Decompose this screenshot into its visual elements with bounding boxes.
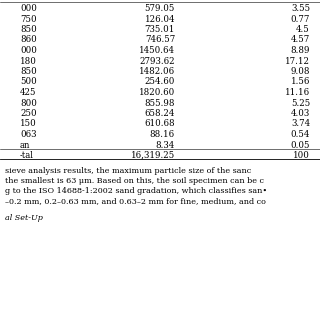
Text: 746.57: 746.57 — [145, 36, 175, 44]
Text: 063: 063 — [20, 130, 36, 139]
Text: 4.03: 4.03 — [291, 109, 310, 118]
Text: 0.54: 0.54 — [291, 130, 310, 139]
Text: 500: 500 — [20, 77, 37, 86]
Text: 750: 750 — [20, 14, 36, 23]
Text: 1.56: 1.56 — [291, 77, 310, 86]
Text: 2793.62: 2793.62 — [140, 57, 175, 66]
Text: al Set-Up: al Set-Up — [5, 214, 43, 222]
Text: 425: 425 — [20, 88, 36, 97]
Text: 658.24: 658.24 — [145, 109, 175, 118]
Text: 5.25: 5.25 — [291, 99, 310, 108]
Text: –0.2 mm, 0.2–0.63 mm, and 0.63–2 mm for fine, medium, and co: –0.2 mm, 0.2–0.63 mm, and 0.63–2 mm for … — [5, 197, 266, 205]
Text: 16,319.25: 16,319.25 — [131, 150, 175, 159]
Text: 4.57: 4.57 — [291, 36, 310, 44]
Text: 250: 250 — [20, 109, 36, 118]
Text: 180: 180 — [20, 57, 37, 66]
Text: 4.5: 4.5 — [296, 25, 310, 34]
Text: 579.05: 579.05 — [145, 4, 175, 13]
Text: 3.55: 3.55 — [291, 4, 310, 13]
Text: 0.05: 0.05 — [291, 140, 310, 149]
Text: 3.74: 3.74 — [291, 119, 310, 129]
Text: 100: 100 — [293, 150, 310, 159]
Text: 11.16: 11.16 — [285, 88, 310, 97]
Text: 88.16: 88.16 — [150, 130, 175, 139]
Text: 150: 150 — [20, 119, 37, 129]
Text: 735.01: 735.01 — [145, 25, 175, 34]
Text: 850: 850 — [20, 67, 37, 76]
Text: 000: 000 — [20, 46, 37, 55]
Text: 800: 800 — [20, 99, 37, 108]
Text: 1450.64: 1450.64 — [139, 46, 175, 55]
Text: 17.12: 17.12 — [285, 57, 310, 66]
Text: 860: 860 — [20, 36, 37, 44]
Text: 126.04: 126.04 — [145, 14, 175, 23]
Text: 8.34: 8.34 — [156, 140, 175, 149]
Text: 610.68: 610.68 — [144, 119, 175, 129]
Text: 1482.06: 1482.06 — [139, 67, 175, 76]
Text: 000: 000 — [20, 4, 37, 13]
Text: 0.77: 0.77 — [291, 14, 310, 23]
Text: an: an — [20, 140, 30, 149]
Text: 1820.60: 1820.60 — [139, 88, 175, 97]
Text: g to the ISO 14688-1:2002 sand gradation, which classifies san•: g to the ISO 14688-1:2002 sand gradation… — [5, 188, 267, 196]
Text: 855.98: 855.98 — [145, 99, 175, 108]
Text: 8.89: 8.89 — [291, 46, 310, 55]
Text: the smallest is 63 μm. Based on this, the soil specimen can be c: the smallest is 63 μm. Based on this, th… — [5, 177, 264, 185]
Text: -tal: -tal — [20, 150, 34, 159]
Text: 9.08: 9.08 — [291, 67, 310, 76]
Text: 850: 850 — [20, 25, 37, 34]
Text: 254.60: 254.60 — [145, 77, 175, 86]
Text: sieve analysis results, the maximum particle size of the sanc: sieve analysis results, the maximum part… — [5, 167, 251, 175]
